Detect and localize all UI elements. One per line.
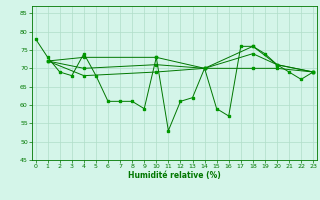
X-axis label: Humidité relative (%): Humidité relative (%) bbox=[128, 171, 221, 180]
